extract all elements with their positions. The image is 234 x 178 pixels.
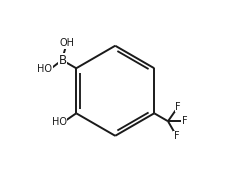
- Text: F: F: [175, 102, 181, 112]
- Text: F: F: [182, 116, 188, 126]
- Text: F: F: [174, 131, 179, 141]
- Text: OH: OH: [59, 38, 75, 48]
- Text: HO: HO: [37, 64, 52, 74]
- Text: B: B: [58, 54, 66, 67]
- Text: HO: HO: [51, 117, 66, 127]
